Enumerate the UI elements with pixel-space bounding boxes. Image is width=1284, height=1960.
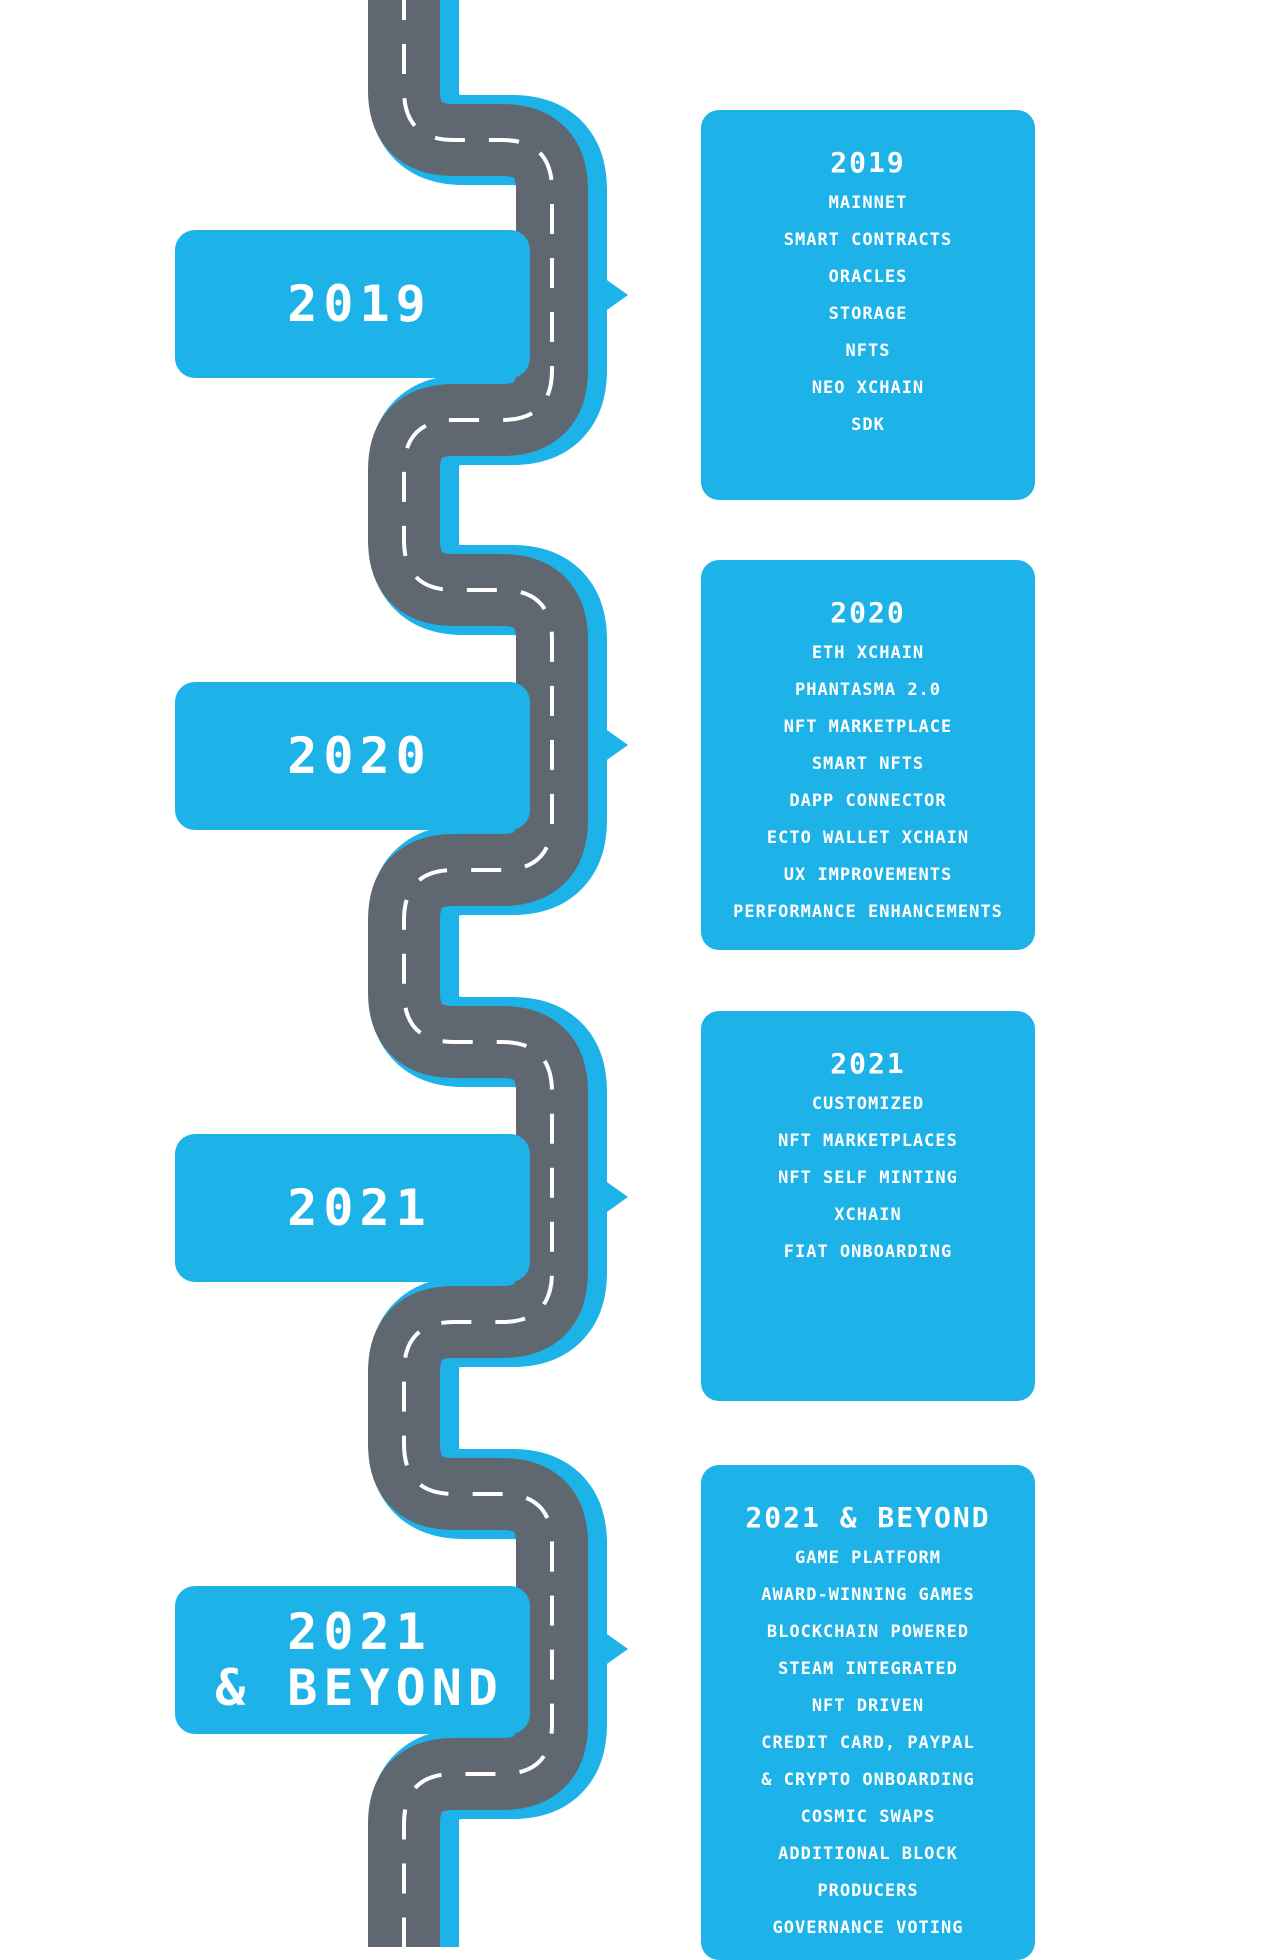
card-item: FIAT ONBOARDING <box>783 1242 953 1262</box>
year-tab-label: 2021 <box>287 1179 432 1237</box>
year-tab-2021-beyond: 2021 & BEYOND <box>175 1586 530 1734</box>
year-tab-2020: 2020 <box>175 682 530 830</box>
tab-pointer <box>590 268 628 322</box>
card-item: NFT MARKETPLACE <box>783 717 953 737</box>
milestone-card-2021: 2021 CUSTOMIZED NFT MARKETPLACES NFT SEL… <box>701 1011 1035 1401</box>
card-item: NFT DRIVEN <box>811 1696 925 1716</box>
year-tab-label: 2019 <box>287 275 432 333</box>
card-item-list: CUSTOMIZED NFT MARKETPLACES NFT SELF MIN… <box>701 1086 1035 1271</box>
year-tab-label: 2020 <box>287 727 432 785</box>
card-item: CUSTOMIZED <box>811 1094 925 1114</box>
card-item: XCHAIN <box>834 1205 902 1225</box>
card-item: STORAGE <box>828 304 908 324</box>
year-tab-label: 2021 <box>287 1603 432 1661</box>
card-item: NFTS <box>845 341 891 361</box>
card-item: PRODUCERS <box>817 1881 919 1901</box>
card-item: PHANTASMA 2.0 <box>794 680 942 700</box>
card-item: SMART CONTRACTS <box>783 230 953 250</box>
card-title: 2021 & BEYOND <box>745 1501 991 1534</box>
card-item: CREDIT CARD, PAYPAL <box>761 1733 975 1753</box>
card-item: NFT MARKETPLACES <box>778 1131 958 1151</box>
year-tab-label: & BEYOND <box>215 1659 504 1717</box>
card-item: SDK <box>851 415 885 435</box>
card-title: 2019 <box>830 146 906 179</box>
card-item: GOVERNANCE VOTING <box>772 1918 964 1938</box>
card-item: & CRYPTO ONBOARDING <box>761 1770 975 1790</box>
card-title: 2021 <box>830 1047 906 1080</box>
card-item: ETH XCHAIN <box>811 643 925 663</box>
year-tab-2019: 2019 <box>175 230 530 378</box>
card-item: GAME PLATFORM <box>794 1548 942 1568</box>
tab-pointer <box>590 718 628 772</box>
card-item: DAPP CONNECTOR <box>789 791 947 811</box>
card-item: AWARD-WINNING GAMES <box>761 1585 975 1605</box>
card-item: MAINNET <box>828 193 908 213</box>
card-item: ORACLES <box>828 267 908 287</box>
milestone-card-2019: 2019 MAINNET SMART CONTRACTS ORACLES STO… <box>701 110 1035 500</box>
card-item: ADDITIONAL BLOCK <box>778 1844 958 1864</box>
card-item-list: MAINNET SMART CONTRACTS ORACLES STORAGE … <box>701 185 1035 444</box>
card-item: STEAM INTEGRATED <box>778 1659 958 1679</box>
card-item-list: GAME PLATFORM AWARD-WINNING GAMES BLOCKC… <box>701 1540 1035 1947</box>
card-item: COSMIC SWAPS <box>800 1807 936 1827</box>
card-title: 2020 <box>830 596 906 629</box>
card-item-list: ETH XCHAIN PHANTASMA 2.0 NFT MARKETPLACE… <box>701 635 1035 931</box>
tab-pointer <box>590 1170 628 1224</box>
card-item: NEO XCHAIN <box>811 378 925 398</box>
year-tab-2021: 2021 <box>175 1134 530 1282</box>
card-item: PERFORMANCE ENHANCEMENTS <box>733 902 1003 922</box>
milestone-card-2021-beyond: 2021 & BEYOND GAME PLATFORM AWARD-WINNIN… <box>701 1465 1035 1960</box>
card-item: ECTO WALLET XCHAIN <box>766 828 970 848</box>
tab-pointer <box>590 1622 628 1676</box>
card-item: UX IMPROVEMENTS <box>783 865 953 885</box>
road-lane-markings <box>402 0 554 1947</box>
card-item: BLOCKCHAIN POWERED <box>766 1622 970 1642</box>
card-item: SMART NFTS <box>811 754 925 774</box>
card-item: NFT SELF MINTING <box>778 1168 958 1188</box>
milestone-card-2020: 2020 ETH XCHAIN PHANTASMA 2.0 NFT MARKET… <box>701 560 1035 950</box>
